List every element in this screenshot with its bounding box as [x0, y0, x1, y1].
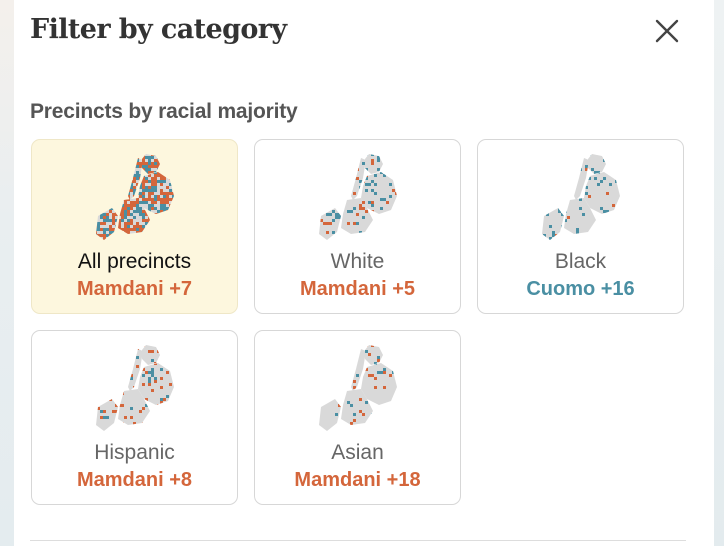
nyc-map-hispanic: [96, 345, 174, 431]
card-category-name: White: [330, 250, 385, 273]
card-margin-value: Mamdani +7: [76, 278, 193, 300]
nyc-map-white: [319, 154, 397, 240]
category-card-asian[interactable]: Asian Mamdani +18: [254, 330, 461, 505]
card-category-name: Hispanic: [94, 441, 175, 464]
borough-staten: [319, 399, 341, 431]
nyc-map-asian: [319, 345, 397, 431]
background-left-edge: [0, 0, 14, 546]
card-margin-value: Mamdani +8: [76, 469, 193, 491]
borough-brooklyn: [564, 198, 596, 234]
divider: [30, 540, 686, 541]
card-margin-value: Mamdani +5: [299, 278, 416, 300]
nyc-map-black: [542, 154, 620, 240]
card-category-name: All precincts: [77, 250, 192, 273]
category-card-white[interactable]: White Mamdani +5: [254, 139, 461, 314]
card-category-name: Black: [554, 250, 607, 273]
category-card-black[interactable]: Black Cuomo +16: [477, 139, 684, 314]
borough-staten: [96, 399, 118, 431]
card-margin-value: Mamdani +18: [294, 469, 421, 491]
card-margin-value: Cuomo +16: [526, 278, 635, 300]
background-right-edge: [714, 0, 724, 546]
category-card-all-precincts[interactable]: All precincts Mamdani +7: [31, 139, 238, 314]
borough-queens: [584, 172, 620, 214]
nyc-map-all-precincts: [96, 154, 174, 240]
panel-title: Filter by category: [30, 14, 287, 45]
close-icon: [655, 19, 679, 43]
section-title: Precincts by racial majority: [30, 100, 298, 123]
category-card-hispanic[interactable]: Hispanic Mamdani +8: [31, 330, 238, 505]
borough-bronx: [142, 345, 160, 365]
borough-queens: [361, 363, 397, 405]
close-button[interactable]: [652, 16, 682, 46]
filter-panel: Filter by category Precincts by racial m…: [14, 0, 714, 546]
borough-manhattan: [128, 349, 143, 391]
card-category-name: Asian: [331, 441, 384, 464]
